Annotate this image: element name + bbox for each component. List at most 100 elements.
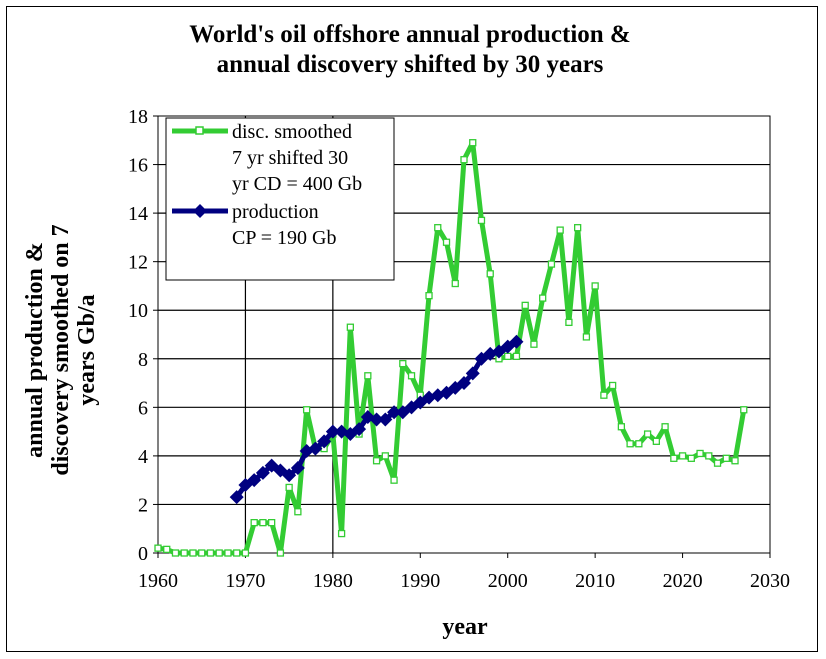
y-tick-label: 4 xyxy=(138,446,148,468)
production-point xyxy=(378,412,393,427)
production-point xyxy=(457,376,471,391)
chart-title: World's oil offshore annual production &… xyxy=(80,20,740,80)
discovery-point xyxy=(460,156,468,164)
discovery-point xyxy=(705,452,713,460)
discovery-point xyxy=(163,545,171,554)
production-point xyxy=(317,434,332,449)
x-tick-label: 1960 xyxy=(138,570,178,592)
discovery-point xyxy=(713,459,722,467)
production-point xyxy=(282,468,297,483)
discovery-point xyxy=(346,323,354,331)
discovery-point xyxy=(337,529,346,538)
y-tick-label: 16 xyxy=(128,155,148,177)
legend-disc-marker xyxy=(195,126,204,135)
discovery-point xyxy=(276,549,285,557)
discovery-point xyxy=(364,372,372,380)
discovery-point xyxy=(469,139,477,147)
legend-box xyxy=(165,117,395,281)
production-point xyxy=(290,461,305,476)
discovery-point xyxy=(399,359,407,368)
x-tick-label: 2030 xyxy=(750,570,790,592)
discovery-point xyxy=(687,454,695,462)
discovery-point xyxy=(451,279,459,288)
discovery-series xyxy=(154,139,748,557)
discovery-point xyxy=(285,483,293,492)
x-axis-ticks: 1960 1970 1980 1990 2000 2010 2020 2030 xyxy=(138,553,790,592)
y-tick-label: 18 xyxy=(128,106,148,128)
y-tick-label: 12 xyxy=(128,252,148,274)
discovery-point xyxy=(678,452,687,460)
discovery-point xyxy=(722,454,730,462)
discovery-point xyxy=(635,440,643,448)
discovery-point xyxy=(740,406,748,414)
discovery-point xyxy=(512,352,521,361)
y-axis-ticks: 0 2 4 6 8 10 12 14 16 18 xyxy=(128,106,158,565)
production-series xyxy=(229,334,524,505)
discovery-point xyxy=(547,260,556,268)
discovery-point xyxy=(486,270,494,278)
plot-area-border xyxy=(157,115,771,554)
production-point xyxy=(229,490,244,505)
discovery-point xyxy=(556,226,564,234)
discovery-point xyxy=(259,519,267,527)
discovery-point xyxy=(215,549,223,557)
production-point xyxy=(369,412,384,427)
x-tick-label: 2010 xyxy=(575,570,615,592)
discovery-point xyxy=(652,437,660,445)
discovery-point xyxy=(504,352,512,361)
y-tick-label: 2 xyxy=(138,494,148,516)
discovery-point xyxy=(539,294,547,302)
discovery-point xyxy=(696,449,704,458)
chart-title-line-2: annual discovery shifted by 30 years xyxy=(216,51,604,78)
production-point xyxy=(325,424,340,439)
production-point xyxy=(247,473,262,488)
legend-prod-label-2: CP = 190 Gb xyxy=(232,227,336,249)
discovery-point xyxy=(626,440,634,448)
discovery-point xyxy=(643,430,652,438)
production-point xyxy=(255,465,270,480)
discovery-point xyxy=(302,406,311,414)
y-tick-label: 14 xyxy=(128,203,148,225)
production-point xyxy=(509,334,524,349)
discovery-point xyxy=(574,224,582,232)
discovery-point xyxy=(434,224,442,232)
discovery-point xyxy=(241,549,250,557)
discovery-point xyxy=(661,423,669,431)
discovery-point xyxy=(268,519,276,527)
grid-lines xyxy=(158,116,770,553)
discovery-point xyxy=(154,544,162,552)
discovery-point xyxy=(530,340,538,348)
discovery-point xyxy=(608,381,617,390)
y-tick-label: 0 xyxy=(138,543,148,565)
discovery-point xyxy=(477,216,486,225)
discovery-point xyxy=(442,238,451,246)
legend-disc-label-1: disc. smoothed xyxy=(232,121,352,143)
discovery-point xyxy=(591,282,599,290)
discovery-point xyxy=(731,457,739,465)
discovery-point xyxy=(582,333,591,341)
x-axis-label: year xyxy=(442,614,488,640)
legend-disc-label-2: 7 yr shifted 30 xyxy=(232,147,348,169)
x-tick-label: 1970 xyxy=(225,570,265,592)
x-tick-label: 2020 xyxy=(663,570,703,592)
discovery-point xyxy=(198,549,206,557)
legend-prod-label-1: production xyxy=(232,201,319,223)
chart-title-line-1: World's oil offshore annual production & xyxy=(189,21,631,48)
discovery-point xyxy=(180,549,188,557)
x-tick-label: 1990 xyxy=(400,570,440,592)
discovery-point xyxy=(521,301,529,310)
y-tick-label: 8 xyxy=(138,349,148,371)
x-tick-label: 2000 xyxy=(488,570,528,592)
legend-disc-label-3: yr CD = 400 Gb xyxy=(232,173,362,195)
chart-frame xyxy=(6,6,818,652)
discovery-point xyxy=(670,454,678,462)
discovery-point xyxy=(294,508,302,516)
production-point xyxy=(465,366,480,381)
discovery-point xyxy=(233,549,241,557)
discovery-point xyxy=(565,318,573,327)
legend: disc. smoothed 7 yr shifted 30 yr CD = 4… xyxy=(165,117,395,281)
discovery-point xyxy=(390,476,398,484)
discovery-point xyxy=(425,292,433,300)
production-point xyxy=(308,441,323,456)
